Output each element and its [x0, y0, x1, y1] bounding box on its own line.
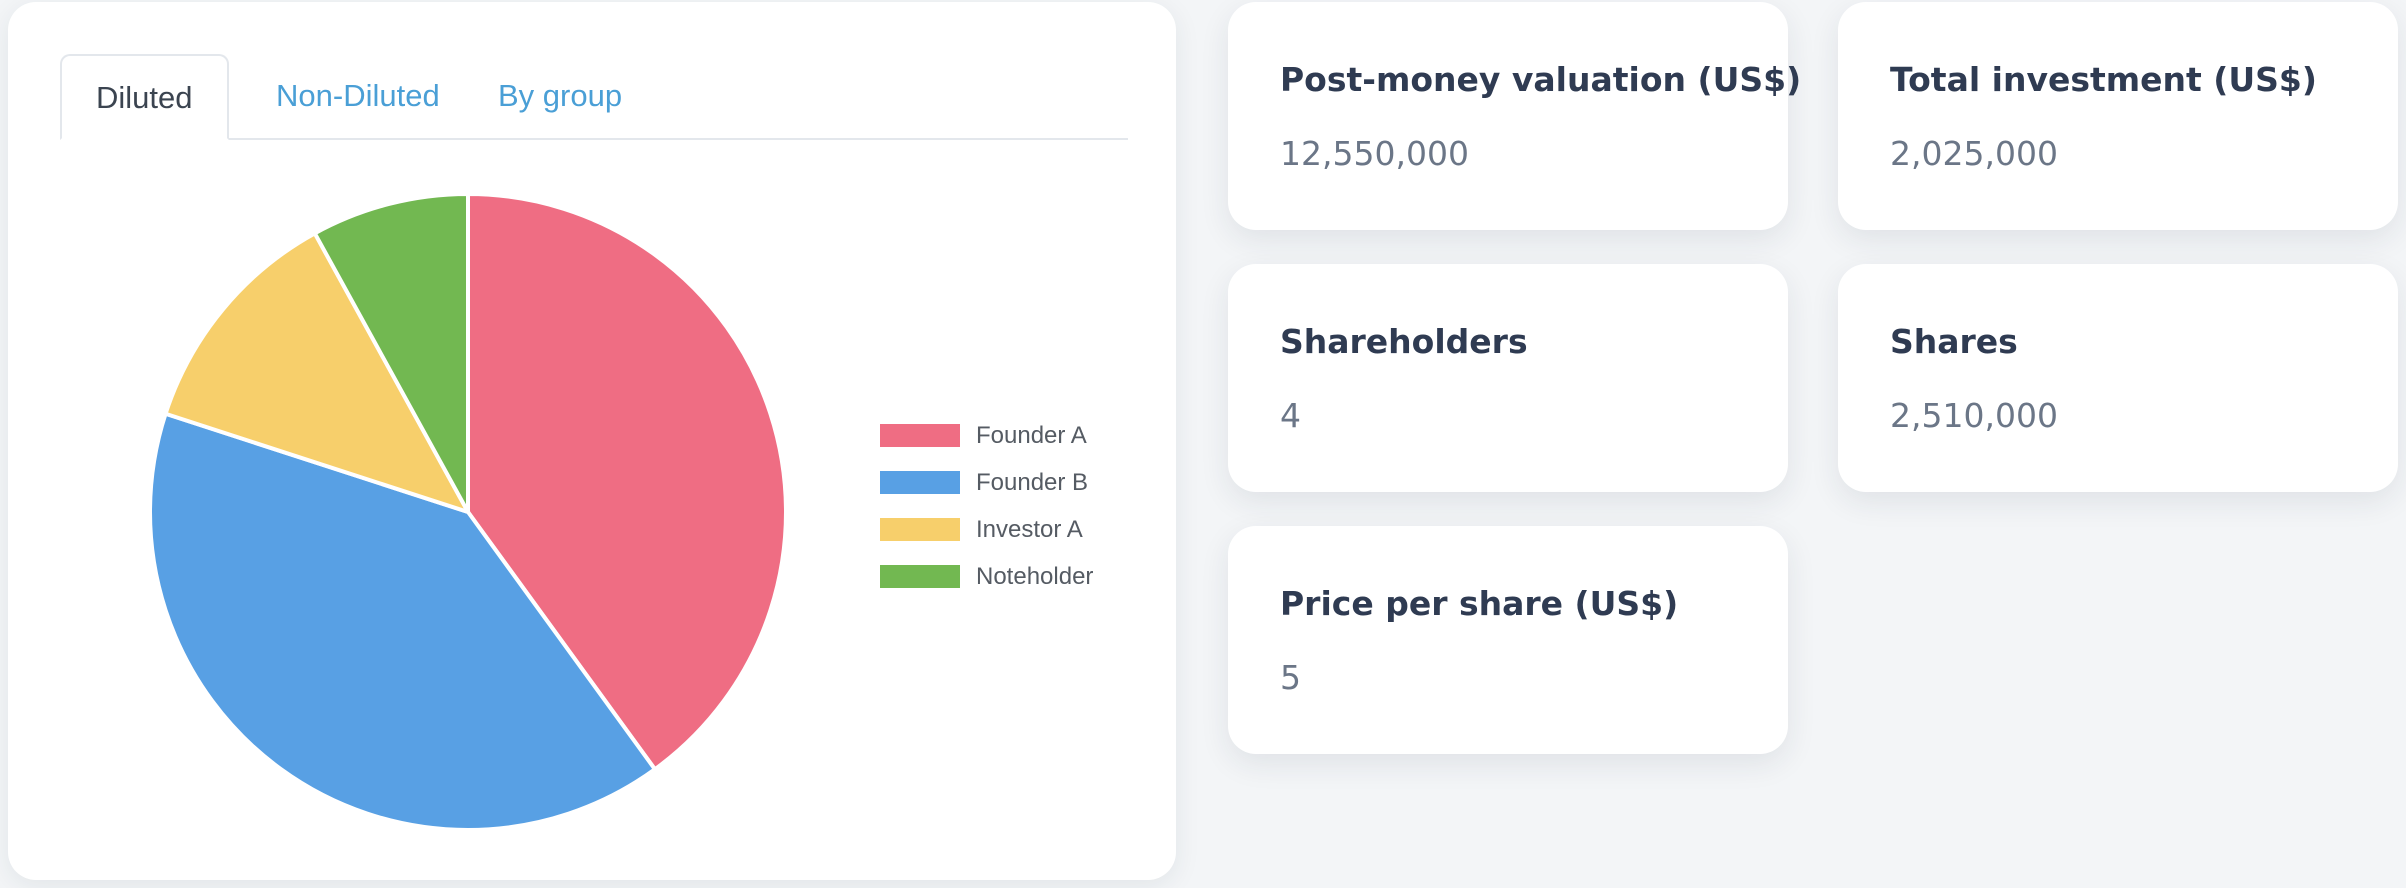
- legend-swatch-founder-b: [880, 471, 960, 494]
- legend-item-founder-b[interactable]: Founder B: [880, 459, 1093, 506]
- post-money-valuation-value: 12,550,000: [1280, 134, 1469, 173]
- shareholders-label: Shareholders: [1280, 322, 1528, 361]
- shareholders-value: 4: [1280, 396, 1301, 435]
- legend-item-founder-a[interactable]: Founder A: [880, 412, 1093, 459]
- post-money-valuation-card: Post-money valuation (US$) 12,550,000: [1228, 2, 1801, 230]
- tab-diluted[interactable]: Diluted: [60, 54, 229, 140]
- legend-item-investor-a[interactable]: Investor A: [880, 506, 1093, 553]
- chart-tabs: Diluted Non-Diluted By group: [60, 54, 1128, 140]
- price-per-share-value: 5: [1280, 658, 1301, 697]
- total-investment-value: 2,025,000: [1890, 134, 2058, 173]
- shares-label: Shares: [1890, 322, 2018, 361]
- shares-value: 2,510,000: [1890, 396, 2058, 435]
- pie-slice-founder-b[interactable]: [148, 411, 658, 832]
- chart-legend: Founder A Founder B Investor A Noteholder: [880, 412, 1093, 600]
- legend-label-noteholder: Noteholder: [976, 562, 1094, 590]
- ownership-pie-chart: [148, 191, 788, 832]
- tab-non-diluted[interactable]: Non-Diluted: [276, 78, 440, 113]
- pie-slice-noteholder[interactable]: [312, 191, 470, 513]
- legend-label-founder-a: Founder A: [976, 421, 1087, 449]
- tab-by-group[interactable]: By group: [498, 78, 623, 113]
- pie-slice-founder-a[interactable]: [466, 191, 788, 773]
- shares-card: Shares 2,510,000: [1838, 264, 2398, 492]
- post-money-valuation-label: Post-money valuation (US$): [1280, 60, 1802, 99]
- legend-swatch-founder-a: [880, 424, 960, 447]
- legend-label-investor-a: Investor A: [976, 515, 1083, 543]
- legend-swatch-noteholder: [880, 565, 960, 588]
- price-per-share-label: Price per share (US$): [1280, 584, 1679, 623]
- total-investment-label: Total investment (US$): [1890, 60, 2317, 99]
- legend-label-founder-b: Founder B: [976, 468, 1089, 496]
- pie-slice-investor-a[interactable]: [163, 230, 473, 516]
- price-per-share-card: Price per share (US$) 5: [1228, 526, 1788, 754]
- shareholders-card: Shareholders 4: [1228, 264, 1788, 492]
- legend-item-noteholder[interactable]: Noteholder: [880, 553, 1093, 600]
- legend-swatch-investor-a: [880, 518, 960, 541]
- total-investment-card: Total investment (US$) 2,025,000: [1838, 2, 2398, 230]
- ownership-chart-card: Diluted Non-Diluted By group Founder A Fo…: [8, 2, 1176, 880]
